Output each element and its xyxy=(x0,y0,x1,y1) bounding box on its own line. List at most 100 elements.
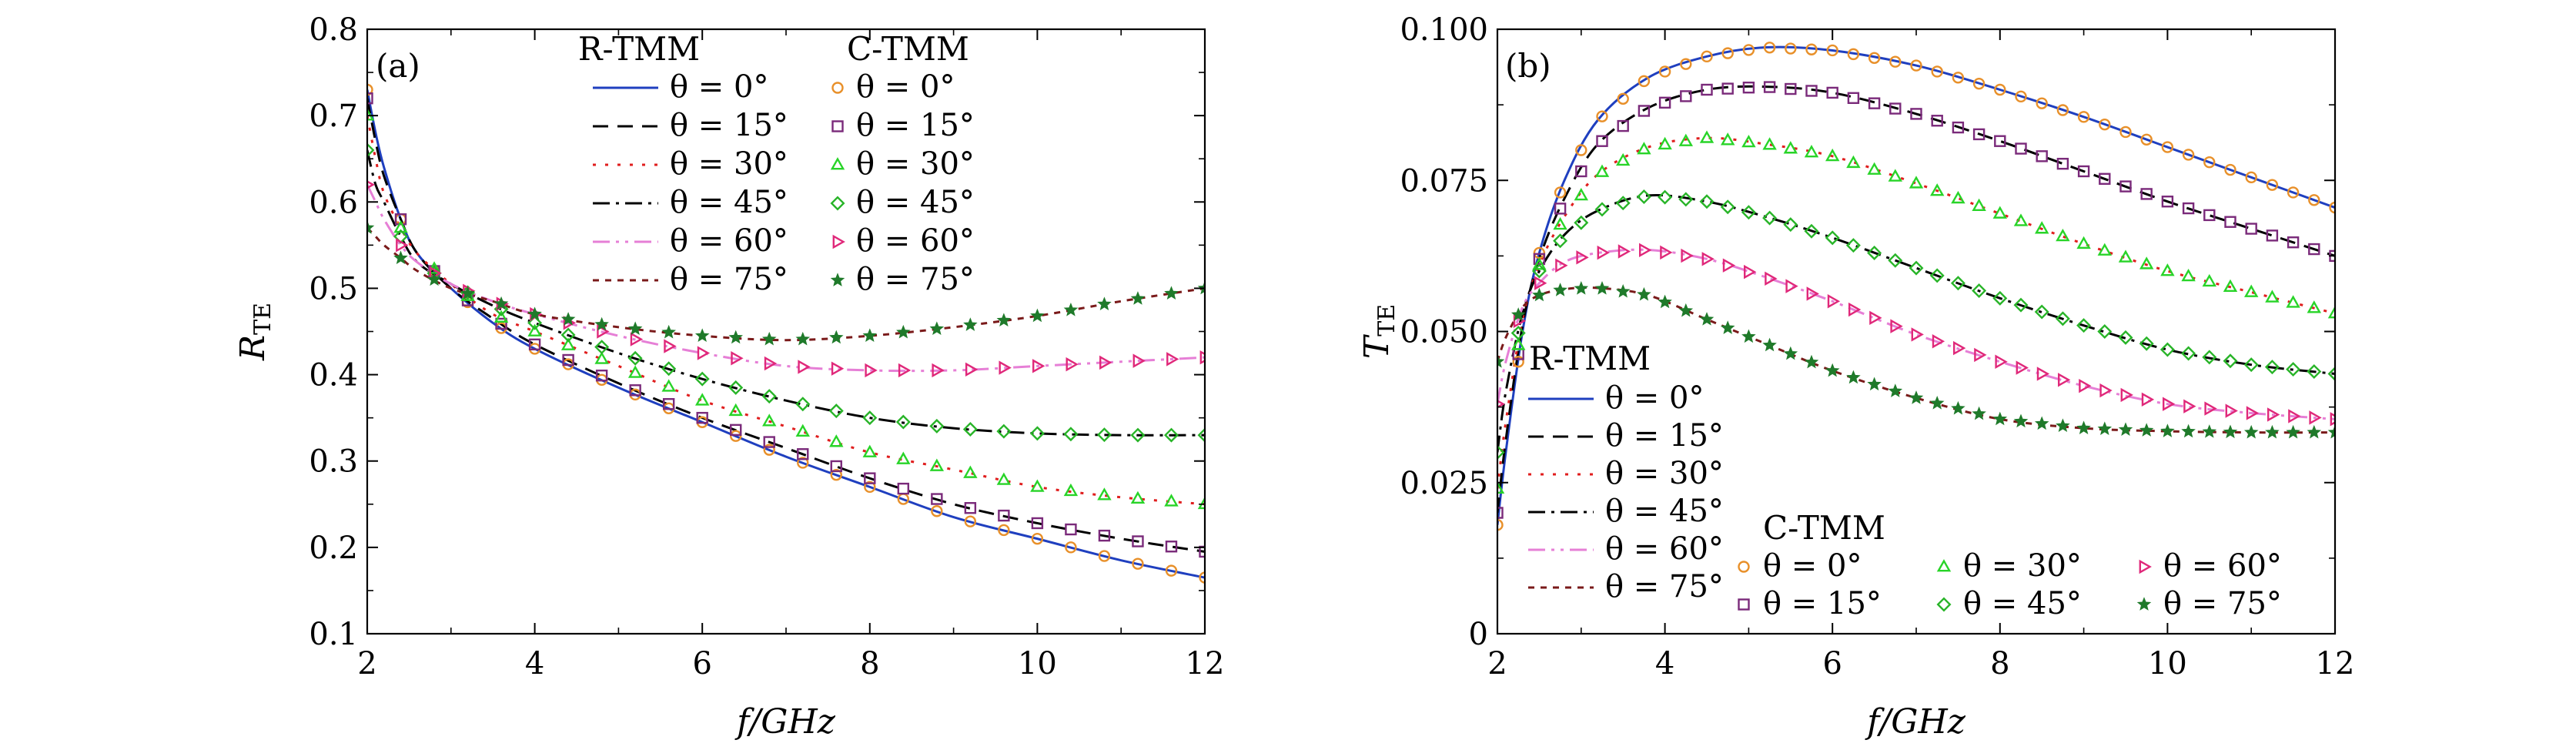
panel-b-line-theta-60 xyxy=(1497,248,2335,420)
panel-b-marker-theta-60 xyxy=(1722,258,1736,273)
panel-a-marker-theta-45 xyxy=(661,361,677,377)
panel-b-marker-theta-30 xyxy=(2243,284,2259,297)
panel-b-marker-theta-15 xyxy=(1658,96,1671,109)
panel-a-marker-theta-30 xyxy=(393,220,408,233)
panel-b-marker-theta-15 xyxy=(2182,202,2195,215)
panel-b-marker-theta-15 xyxy=(1785,82,1797,95)
panel-b-x-tick-label: 8 xyxy=(1990,646,2009,681)
panel-b-marker-theta-75 xyxy=(2181,424,2196,438)
panel-a-marker-theta-45 xyxy=(527,315,543,330)
panel-b-y-tick-label: 0.025 xyxy=(1400,466,1488,501)
panel-b-marker-theta-15 xyxy=(1972,128,1986,141)
panel-a-marker-theta-45 xyxy=(594,340,610,355)
panel-b-line-theta-45 xyxy=(1497,193,2335,453)
panel-b-marker-theta-0 xyxy=(1497,519,1504,531)
panel-b-marker-theta-15 xyxy=(1617,119,1629,132)
panel-b-marker-theta-0 xyxy=(2266,179,2279,191)
panel-a-marker-theta-15 xyxy=(1031,517,1044,530)
panel-a-marker-theta-60 xyxy=(697,346,711,360)
panel-a-marker-theta-0 xyxy=(1065,541,1077,554)
panel-b-marker-theta-15 xyxy=(1826,86,1838,99)
panel-a-marker-theta-60 xyxy=(630,332,644,347)
panel-b-marker-theta-60 xyxy=(2120,387,2133,403)
panel-b-legend-marker-title: C-TMM xyxy=(1763,509,1885,547)
panel-a-marker-theta-0 xyxy=(1132,557,1144,570)
panel-b-marker-theta-45 xyxy=(1888,253,1903,268)
panel-a-marker-theta-30 xyxy=(896,451,911,464)
b-series-group xyxy=(1497,42,2335,531)
panel-b-legend: R-TMM C-TMM θ = 0°θ = 0°θ = 15°θ = 15°θ … xyxy=(1528,340,2282,621)
panel-a-label: (a) xyxy=(376,47,420,85)
panel-b-marker-theta-0 xyxy=(1889,55,1902,68)
panel-b-marker-theta-15 xyxy=(1931,115,1943,127)
panel-a-marker-theta-75 xyxy=(795,331,811,346)
panel-b-marker-theta-0 xyxy=(2308,194,2320,206)
panel-a-marker-theta-15 xyxy=(931,493,943,505)
panel-b-marker-theta-15 xyxy=(2119,180,2132,193)
panel-b-legend-marker-label: θ = 15° xyxy=(1763,586,1882,621)
panel-b-legend-line-label: θ = 45° xyxy=(1605,494,1724,529)
panel-b-marker-theta-60 xyxy=(1911,327,1924,342)
panel-b-marker-theta-15 xyxy=(2140,188,2153,200)
panel-b-marker-theta-30 xyxy=(1846,155,1861,169)
panel-b-marker-theta-15 xyxy=(2245,223,2257,235)
panel-b-marker-theta-75 xyxy=(1497,354,1505,368)
panel-a-legend-marker-label: θ = 0° xyxy=(856,69,955,105)
panel-b-marker-theta-60 xyxy=(1890,319,1903,333)
panel-b-marker-theta-15 xyxy=(1497,507,1504,519)
panel-a-marker-theta-60 xyxy=(597,324,610,339)
panel-b-legend-marker-label: θ = 30° xyxy=(1963,548,2082,584)
panel-a-marker-theta-75 xyxy=(1097,296,1112,310)
panel-b-marker-theta-60 xyxy=(1618,244,1631,259)
panel-b-x-tick-label: 12 xyxy=(2316,646,2355,681)
panel-b-marker-theta-30 xyxy=(2013,213,2029,226)
panel-a-marker-theta-0 xyxy=(1031,532,1044,545)
panel-a-marker-theta-0 xyxy=(830,468,842,481)
panel-a-marker-theta-30 xyxy=(1164,494,1179,507)
panel-b-y-axis-subscript: TE xyxy=(1373,304,1400,336)
panel-b-marker-theta-0 xyxy=(1994,83,2006,96)
panel-a-marker-theta-75 xyxy=(460,286,475,300)
panel-b-marker-theta-60 xyxy=(2016,360,2029,375)
panel-a-markers-theta-45 xyxy=(367,142,1205,443)
panel-b-marker-theta-45 xyxy=(1992,290,2008,306)
panel-b-marker-theta-30 xyxy=(1951,190,1965,204)
panel-a-marker-theta-30 xyxy=(929,458,945,471)
panel-b-legend-line-label: θ = 60° xyxy=(1605,531,1724,567)
panel-b-marker-theta-75 xyxy=(1825,363,1840,377)
panel-a-marker-theta-60 xyxy=(1099,355,1112,370)
panel-b-marker-theta-0 xyxy=(1680,58,1692,70)
panel-b-legend-marker-sample xyxy=(1738,561,1750,573)
panel-a-marker-theta-45 xyxy=(828,403,844,419)
panel-a-y-tick-label: 0.8 xyxy=(309,12,358,48)
panel-b-marker-theta-30 xyxy=(1720,132,1735,146)
panel-a-y-tick-label: 0.7 xyxy=(309,99,358,134)
panel-b-marker-theta-75 xyxy=(2243,424,2259,439)
panel-a-marker-theta-45 xyxy=(795,397,811,412)
panel-a-marker-theta-15 xyxy=(662,398,675,410)
panel-a-marker-theta-60 xyxy=(1066,357,1079,372)
panel-b-marker-theta-30 xyxy=(1510,337,1526,350)
panel-a-marker-theta-30 xyxy=(527,323,542,336)
panel-a-marker-theta-15 xyxy=(797,448,809,460)
panel-b-line-theta-75 xyxy=(1497,286,2335,434)
panel-b-y-axis-symbol: T xyxy=(1357,333,1397,359)
panel-b-marker-theta-60 xyxy=(1638,243,1652,258)
panel-a-marker-theta-30 xyxy=(1030,479,1045,492)
panel-b-marker-theta-75 xyxy=(1699,312,1715,326)
panel-a-marker-theta-0 xyxy=(797,457,809,469)
panel-b-marker-theta-30 xyxy=(2076,236,2091,249)
panel-a-marker-theta-45 xyxy=(1130,427,1146,443)
panel-b-markers-theta-15 xyxy=(1497,81,2335,519)
panel-a-marker-theta-15 xyxy=(998,509,1010,522)
panel-a-marker-theta-60 xyxy=(999,360,1012,375)
panel-b-marker-theta-30 xyxy=(1699,130,1715,143)
panel-b-marker-theta-0 xyxy=(1952,72,1965,84)
panel-b-marker-theta-0 xyxy=(2287,186,2300,199)
panel-a-x-tick-label: 12 xyxy=(1186,646,1225,681)
panel-a-legend: R-TMM C-TMM θ = 0° θ = 0°θ = 15° θ = 15°θ … xyxy=(578,30,975,297)
panel-b-marker-theta-30 xyxy=(1992,206,2008,219)
panel-a-marker-theta-75 xyxy=(694,328,710,342)
panel-b-legend-marker-sample xyxy=(2139,559,2152,574)
panel-b-legend-marker-label: θ = 60° xyxy=(2163,548,2282,584)
